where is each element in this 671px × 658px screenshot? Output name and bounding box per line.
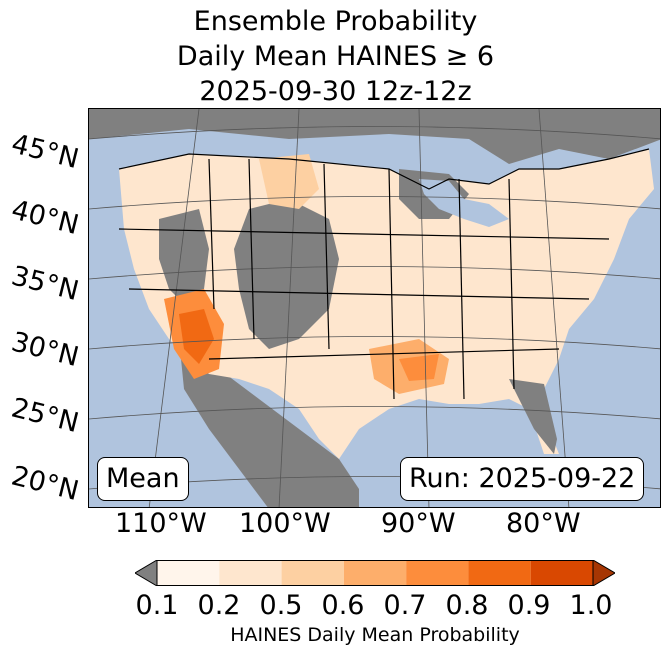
prob-area-montana (259, 154, 319, 209)
lon-label-80w: 80°W (506, 508, 581, 539)
title-line-2: Daily Mean HAINES ≥ 6 (176, 41, 495, 72)
colorbar-label: HAINES Daily Mean Probability (230, 624, 520, 646)
lat-label-30: 30°N (8, 326, 82, 374)
rockies-nodata (234, 199, 339, 349)
title-line-1: Ensemble Probability (193, 6, 478, 37)
lat-label-35: 35°N (8, 260, 82, 308)
probability-map (88, 108, 661, 508)
colorbar-tick-2: 0.5 (259, 590, 303, 621)
colorbar-tick-7: 1.0 (569, 590, 613, 621)
lat-label-20: 20°N (8, 460, 82, 508)
great-lakes (419, 179, 509, 227)
colorbar-segment (343, 560, 407, 586)
colorbar-segment (468, 560, 531, 586)
colorbar-segment (406, 560, 469, 586)
colorbar-tick-5: 0.8 (445, 590, 489, 621)
colorbar-segment (530, 560, 593, 586)
lat-label-40: 40°N (8, 194, 82, 242)
colorbar-tick-1: 0.2 (197, 590, 241, 621)
mean-label-box: Mean (97, 457, 189, 501)
run-date-box: Run: 2025-09-22 (400, 457, 645, 501)
florida-nodata (509, 379, 557, 454)
colorbar-tick-4: 0.7 (383, 590, 427, 621)
prob-area-southwest-core (179, 309, 214, 364)
colorbar-segment (219, 560, 282, 586)
lon-label-100w: 100°W (239, 508, 331, 539)
colorbar-tick-0: 0.1 (135, 590, 179, 621)
canada-land (89, 109, 660, 164)
colorbar-tick-6: 0.9 (507, 590, 551, 621)
title-line-3: 2025-09-30 12z-12z (199, 76, 472, 107)
colorbar-segment (157, 560, 220, 586)
prob-area-gulf (399, 354, 439, 381)
lon-label-90w: 90°W (381, 508, 456, 539)
lat-label-25: 25°N (8, 392, 82, 440)
colorbar-segment (281, 560, 344, 586)
colorbar-under-arrow (135, 560, 158, 586)
graticule (89, 109, 660, 507)
great-basin-nodata (159, 209, 209, 309)
colorbar-over-arrow (592, 560, 615, 586)
colorbar-tick-3: 0.6 (321, 590, 365, 621)
mexico-land (179, 339, 359, 507)
lat-label-45: 45°N (8, 128, 82, 176)
colorbar (135, 560, 615, 586)
colorbar-segments (157, 560, 593, 586)
state-borders (118, 148, 650, 400)
lon-label-110w: 110°W (115, 508, 207, 539)
